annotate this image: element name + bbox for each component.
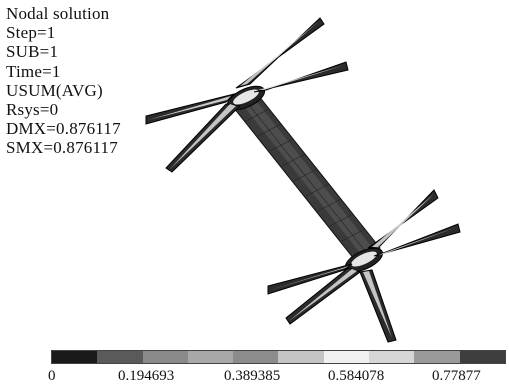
legend-color-segment [142, 351, 188, 363]
info-line-result: USUM(AVG) [6, 80, 103, 100]
info-line-sub: SUB=1 [6, 42, 59, 62]
top-arm-upper-right [235, 17, 325, 89]
info-line-smx: SMX=0.876117 [6, 138, 118, 158]
info-line-rsys: Rsys=0 [6, 100, 59, 120]
legend-color-segment [369, 351, 415, 363]
legend-color-segment [233, 351, 279, 363]
legend-tick-label: 0.389385 [224, 368, 281, 384]
info-line-time: Time=1 [6, 61, 61, 81]
contour-color-legend [51, 350, 506, 364]
bottom-arm-upper-right [367, 189, 439, 249]
info-line-dmx: DMX=0.876117 [6, 119, 121, 139]
top-arm-left [145, 93, 236, 125]
top-arm-right [253, 61, 349, 93]
legend-tick-label: 0 [48, 368, 56, 384]
legend-tick-labels: 0 0.194693 0.389385 0.584078 0.77877 [0, 368, 509, 388]
legend-color-segment [52, 351, 98, 363]
legend-color-segment [323, 351, 370, 363]
bottom-arm-left [267, 263, 353, 295]
central-tube [233, 94, 381, 265]
top-arm-lower-left [165, 103, 242, 173]
legend-tick-label: 0.194693 [118, 368, 175, 384]
info-line-title: Nodal solution [6, 4, 110, 23]
bottom-arm-down [359, 269, 397, 343]
bottom-arm-right [373, 223, 461, 257]
legend-tick-label: 0.584078 [328, 368, 385, 384]
legend-color-segment [278, 351, 324, 363]
bottom-arm-lower-left [285, 267, 362, 325]
info-line-step: Step=1 [6, 23, 56, 43]
legend-color-segment [97, 351, 143, 363]
solution-info-block: Nodal solution Step=1 SUB=1 Time=1 USUM(… [6, 4, 121, 158]
legend-color-segment [459, 351, 505, 363]
legend-color-segment [414, 351, 460, 363]
legend-color-segment [187, 351, 234, 363]
legend-tick-label: 0.77877 [432, 368, 481, 384]
